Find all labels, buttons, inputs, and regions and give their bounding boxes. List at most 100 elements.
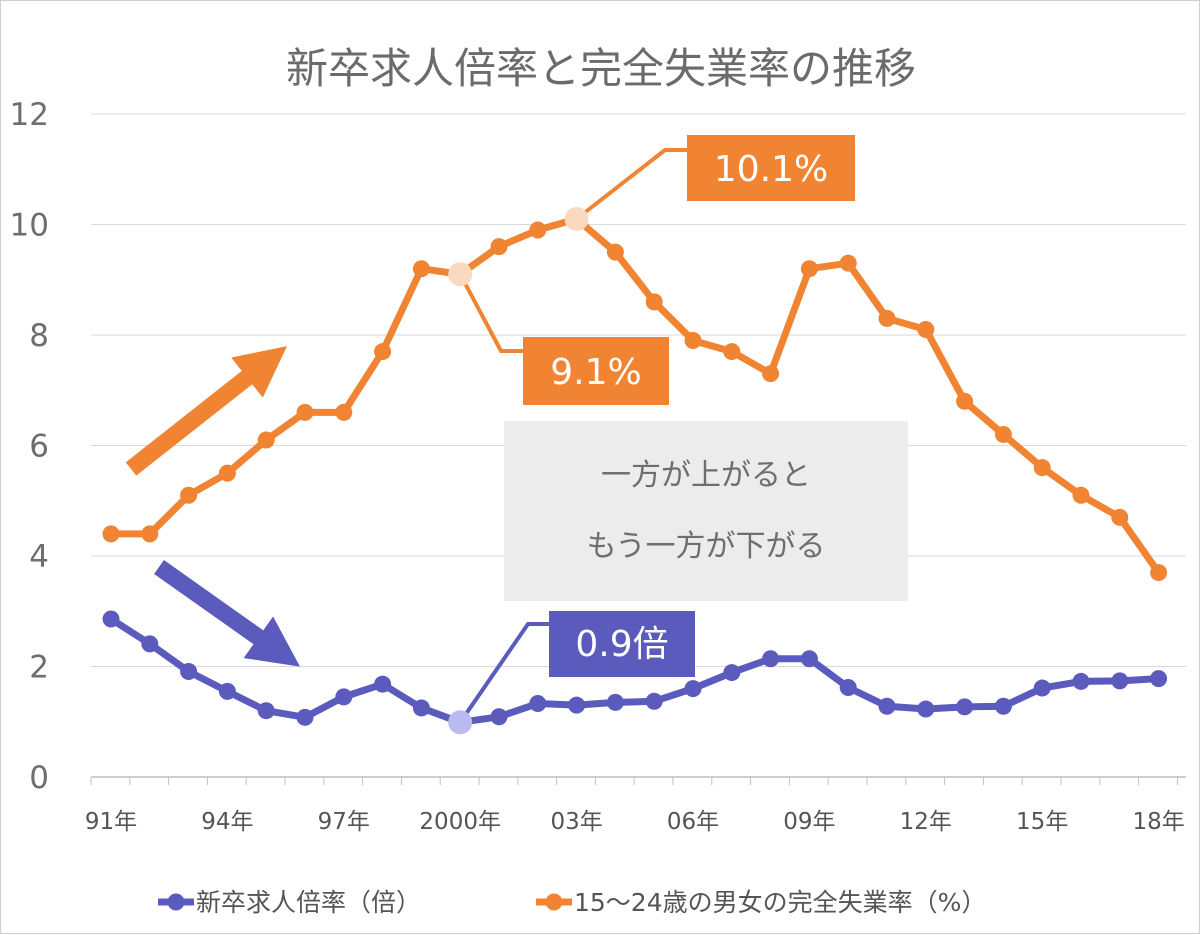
data-point — [102, 525, 120, 543]
min-leader-line — [458, 622, 551, 724]
data-point — [141, 525, 159, 543]
data-point — [839, 678, 857, 696]
downward-trend-arrow — [154, 560, 300, 667]
x-tick-label: 03年 — [550, 809, 602, 835]
data-point — [335, 403, 353, 421]
data-point — [335, 688, 353, 706]
data-point — [684, 680, 702, 698]
peak-leader-line — [575, 148, 689, 221]
data-point — [412, 260, 430, 278]
series-line — [111, 215, 1162, 575]
data-point — [1150, 670, 1168, 688]
highlight-points — [448, 206, 589, 735]
data-point — [218, 682, 236, 700]
min-callout-box — [549, 611, 695, 677]
legend-swatch-marker — [167, 893, 185, 911]
data-point — [606, 693, 624, 711]
y-tick-label: 12 — [10, 97, 49, 133]
y-axis: 0 2 4 6 8 10 12 — [10, 97, 49, 796]
x-tick-label: 91年 — [85, 809, 137, 835]
y-tick-label: 0 — [29, 760, 49, 796]
y2000-callout-box — [523, 337, 669, 405]
x-tick-label: 12年 — [900, 809, 952, 835]
data-point — [1072, 486, 1090, 504]
data-point — [529, 695, 547, 713]
data-point — [994, 425, 1012, 443]
x-tick-label: 06年 — [667, 809, 719, 835]
x-tick-label: 09年 — [783, 809, 835, 835]
x-tick-label: 2000年 — [419, 809, 501, 835]
peak-highlight-point — [564, 206, 589, 231]
legend-swatch-marker — [545, 893, 563, 911]
data-point — [878, 697, 896, 715]
y-tick-label: 8 — [29, 318, 49, 354]
legend-label: 新卒求人倍率（倍） — [196, 888, 421, 917]
data-point — [296, 403, 314, 421]
data-point — [257, 702, 275, 720]
data-point — [141, 635, 159, 653]
data-point — [1033, 459, 1051, 477]
legend-item: 15～24歳の男女の完全失業率（%） — [536, 888, 986, 917]
data-point — [1150, 564, 1168, 582]
data-point — [1072, 672, 1090, 690]
y2000-leader-line — [458, 273, 525, 353]
data-point — [878, 309, 896, 327]
legend-label: 15～24歳の男女の完全失業率（%） — [574, 888, 986, 917]
data-point — [102, 610, 120, 628]
y-tick-label: 4 — [29, 539, 49, 575]
data-point — [218, 464, 236, 482]
legend-item: 新卒求人倍率（倍） — [158, 888, 421, 917]
y-tick-label: 6 — [29, 429, 49, 465]
upward-trend-arrow — [125, 346, 288, 476]
data-point — [723, 664, 741, 682]
x-tick-label: 97年 — [318, 809, 370, 835]
data-point — [374, 343, 392, 361]
data-point — [800, 260, 818, 278]
y-tick-label: 10 — [10, 208, 49, 244]
data-point — [723, 343, 741, 361]
data-point — [374, 675, 392, 693]
data-point — [606, 243, 624, 261]
data-point — [180, 486, 198, 504]
note-box — [504, 421, 908, 601]
data-point — [568, 696, 586, 714]
chart-title: 新卒求人倍率と完全失業率の推移 — [286, 44, 916, 93]
data-point — [645, 293, 663, 311]
peak-callout-box — [687, 135, 855, 201]
data-point — [490, 708, 508, 726]
data-point — [684, 332, 702, 350]
data-point — [529, 221, 547, 239]
data-point — [956, 698, 974, 716]
data-point — [412, 699, 430, 717]
data-point — [994, 697, 1012, 715]
series-line — [109, 616, 1159, 726]
x-axis: 91年 94年 97年 2000年 03年 06年 09年 12年 15年 18年 — [85, 776, 1186, 835]
data-point — [257, 431, 275, 449]
x-tick-label: 15年 — [1016, 809, 1068, 835]
callout-leaders — [458, 148, 689, 724]
peak-callout-label: 10.1% — [714, 149, 828, 190]
min-callout-label: 0.9倍 — [575, 624, 668, 665]
data-point — [762, 365, 780, 383]
min-highlight-point — [448, 710, 473, 735]
note-line-1: 一方が上がると — [601, 458, 811, 493]
data-point — [1033, 679, 1051, 697]
data-point — [956, 392, 974, 410]
data-point — [296, 708, 314, 726]
data-point — [917, 700, 935, 718]
data-point — [490, 238, 508, 256]
data-point — [180, 662, 198, 680]
data-point — [1111, 508, 1129, 526]
x-tick-label: 18年 — [1132, 809, 1184, 835]
series-job-offer-ratio — [102, 610, 1168, 731]
x-tick-label: 94年 — [201, 809, 253, 835]
data-point — [762, 650, 780, 668]
y2000-highlight-point — [448, 262, 473, 287]
y-tick-label: 2 — [29, 650, 49, 686]
note-line-2: もう一方が下がる — [586, 529, 825, 564]
data-point — [839, 254, 857, 272]
data-point — [645, 692, 663, 710]
legend: 新卒求人倍率（倍） 15～24歳の男女の完全失業率（%） — [158, 888, 986, 917]
